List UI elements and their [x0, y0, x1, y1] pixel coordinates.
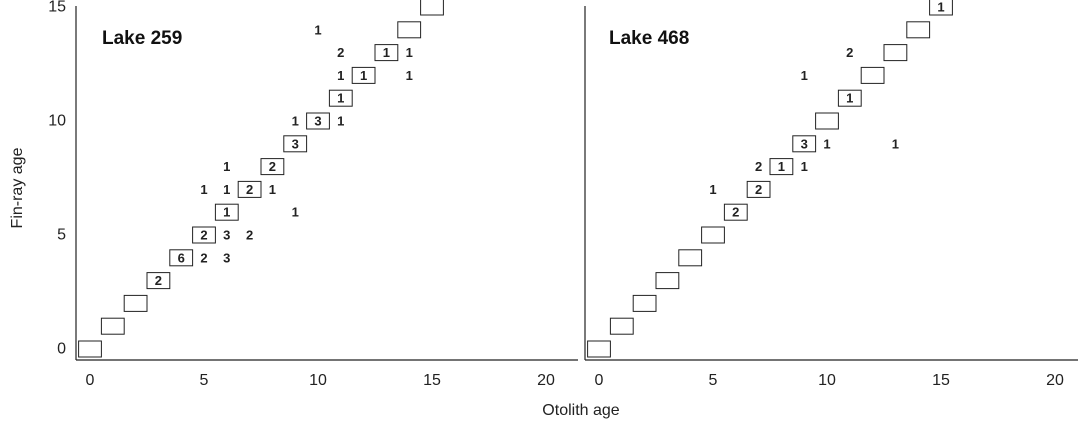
x-axis-title: Otolith age	[542, 402, 619, 419]
tick-labels: 051015200510152005101520	[48, 0, 1064, 389]
count-label: 1	[801, 68, 808, 83]
count-label: 1	[223, 205, 230, 220]
count-labels: 26221331112212131311112111111	[155, 22, 413, 288]
agreement-box	[587, 340, 611, 358]
agreement-box	[214, 203, 239, 221]
x-tick-label: 20	[537, 372, 555, 389]
count-label: 1	[269, 182, 276, 197]
agreement-box	[283, 135, 308, 153]
count-label: 3	[292, 136, 299, 151]
agreement-box	[192, 226, 216, 244]
panel-lake-468: Lake 468 122211311121111	[584, 0, 1078, 361]
agreement-box	[883, 44, 908, 62]
count-label: 6	[178, 250, 185, 265]
y-tick-label: 5	[57, 227, 66, 244]
agreement-box	[769, 158, 794, 176]
agreement-box	[678, 249, 703, 267]
count-label: 2	[755, 159, 762, 174]
agreement-box	[792, 135, 817, 153]
panel-lake-259: Lake 259 26221331112212131311112111111	[75, 0, 578, 361]
count-label: 1	[892, 136, 899, 151]
x-tick-label: 0	[595, 372, 604, 389]
count-label: 1	[223, 182, 230, 197]
agreement-box	[146, 272, 171, 290]
count-label: 1	[292, 205, 299, 220]
agreement-staircase	[78, 0, 444, 358]
agreement-box	[237, 180, 262, 198]
count-label: 3	[801, 136, 808, 151]
count-label: 1	[360, 68, 367, 83]
panel-title-lake-468: Lake 468	[609, 28, 689, 49]
agreement-box	[837, 89, 862, 107]
y-tick-label: 10	[48, 113, 66, 130]
count-label: 2	[200, 228, 207, 243]
count-label: 2	[155, 273, 162, 288]
count-label: 3	[223, 228, 230, 243]
count-label: 2	[269, 159, 276, 174]
count-label: 1	[801, 159, 808, 174]
x-tick-label: 15	[423, 372, 441, 389]
count-label: 1	[778, 159, 785, 174]
count-label: 2	[246, 228, 253, 243]
count-label: 1	[292, 114, 299, 129]
agreement-box	[815, 112, 839, 130]
count-labels: 122211311121111	[709, 0, 944, 220]
agreement-box	[655, 272, 680, 290]
agreement-box	[374, 44, 399, 62]
agreement-box	[351, 66, 376, 84]
agreement-box	[723, 203, 748, 221]
count-label: 1	[846, 91, 853, 106]
agreement-box	[397, 21, 422, 39]
count-label: 1	[937, 0, 944, 15]
count-label: 1	[823, 136, 830, 151]
count-label: 3	[223, 250, 230, 265]
agreement-box	[906, 21, 931, 39]
count-label: 1	[406, 45, 413, 60]
count-label: 2	[200, 250, 207, 265]
x-tick-label: 10	[309, 372, 327, 389]
count-label: 1	[337, 114, 344, 129]
count-label: 1	[223, 159, 230, 174]
agreement-box	[860, 66, 885, 84]
count-label: 2	[846, 45, 853, 60]
count-label: 2	[337, 45, 344, 60]
count-label: 2	[732, 205, 739, 220]
agreement-box	[609, 317, 634, 335]
count-label: 1	[406, 68, 413, 83]
count-label: 2	[246, 182, 253, 197]
agreement-box	[929, 0, 953, 16]
agreement-box	[78, 340, 102, 358]
agreement-box	[260, 158, 285, 176]
count-label: 1	[337, 68, 344, 83]
x-tick-label: 15	[932, 372, 950, 389]
agreement-box	[306, 112, 330, 130]
count-label: 1	[337, 91, 344, 106]
x-tick-label: 10	[818, 372, 836, 389]
y-tick-label: 0	[57, 341, 66, 358]
agreement-box	[420, 0, 444, 16]
agreement-box	[746, 180, 771, 198]
agreement-box	[632, 294, 657, 312]
agreement-box	[100, 317, 125, 335]
count-label: 1	[314, 22, 321, 37]
x-tick-label: 5	[200, 372, 209, 389]
x-tick-label: 20	[1046, 372, 1064, 389]
y-tick-label: 15	[48, 0, 66, 16]
count-label: 2	[755, 182, 762, 197]
agreement-box	[123, 294, 148, 312]
y-axis-title: Fin-ray age	[9, 147, 26, 228]
count-label: 1	[709, 182, 716, 197]
agreement-box	[701, 226, 725, 244]
panel-title-lake-259: Lake 259	[102, 28, 182, 49]
count-label: 1	[200, 182, 207, 197]
count-label: 1	[383, 45, 390, 60]
count-label: 3	[314, 114, 321, 129]
x-tick-label: 5	[709, 372, 718, 389]
agreement-box	[169, 249, 194, 267]
agreement-staircase	[587, 0, 953, 358]
agreement-box	[328, 89, 353, 107]
x-tick-label: 0	[86, 372, 95, 389]
